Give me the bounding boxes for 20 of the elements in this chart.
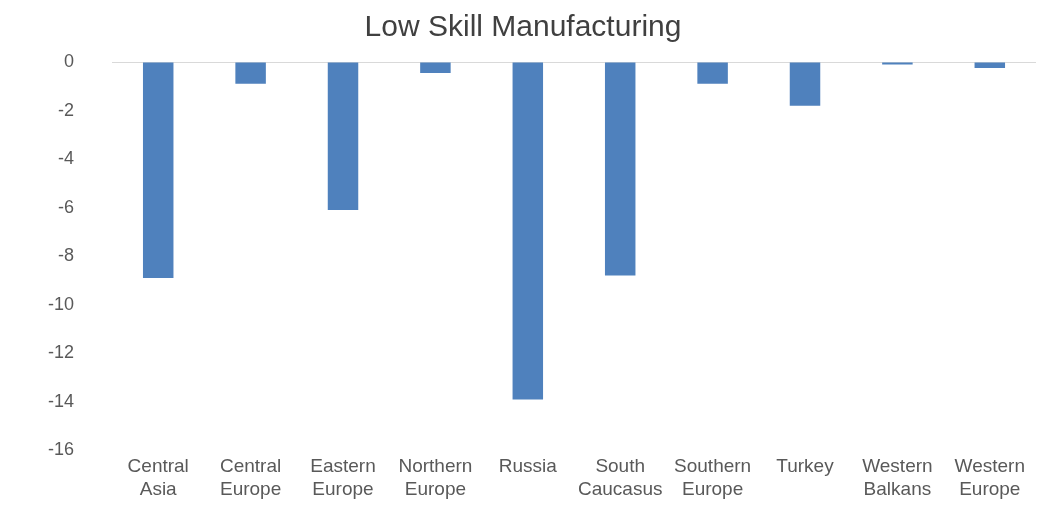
x-tick-label: Eastern Europe: [310, 455, 376, 499]
x-tick-label: Turkey: [776, 455, 835, 477]
x-tick-label: Western Balkans: [862, 455, 933, 499]
x-tick-label: Southern Europe: [674, 455, 752, 499]
y-tick-label: -10: [48, 293, 75, 314]
y-tick-label: -2: [58, 99, 75, 120]
y-tick-label: -4: [58, 148, 75, 169]
y-tick-label: -14: [48, 390, 75, 411]
y-tick-label: 0: [64, 50, 75, 71]
x-tick-label: Western Europe: [954, 455, 1025, 499]
x-tick-label: Central Europe: [219, 455, 282, 499]
y-tick-label: -16: [48, 439, 75, 460]
y-tick-label: -6: [58, 196, 75, 217]
x-tick-label: Central Asia: [127, 455, 189, 499]
y-tick-label: -12: [48, 342, 75, 363]
x-tick-label: Russia: [498, 455, 558, 477]
x-tick-label: Northern Europe: [398, 455, 473, 499]
y-tick-label: -8: [58, 245, 75, 266]
x-tick-label: South Caucasus: [577, 455, 663, 499]
chart-title: Low Skill Manufacturing: [364, 9, 682, 43]
